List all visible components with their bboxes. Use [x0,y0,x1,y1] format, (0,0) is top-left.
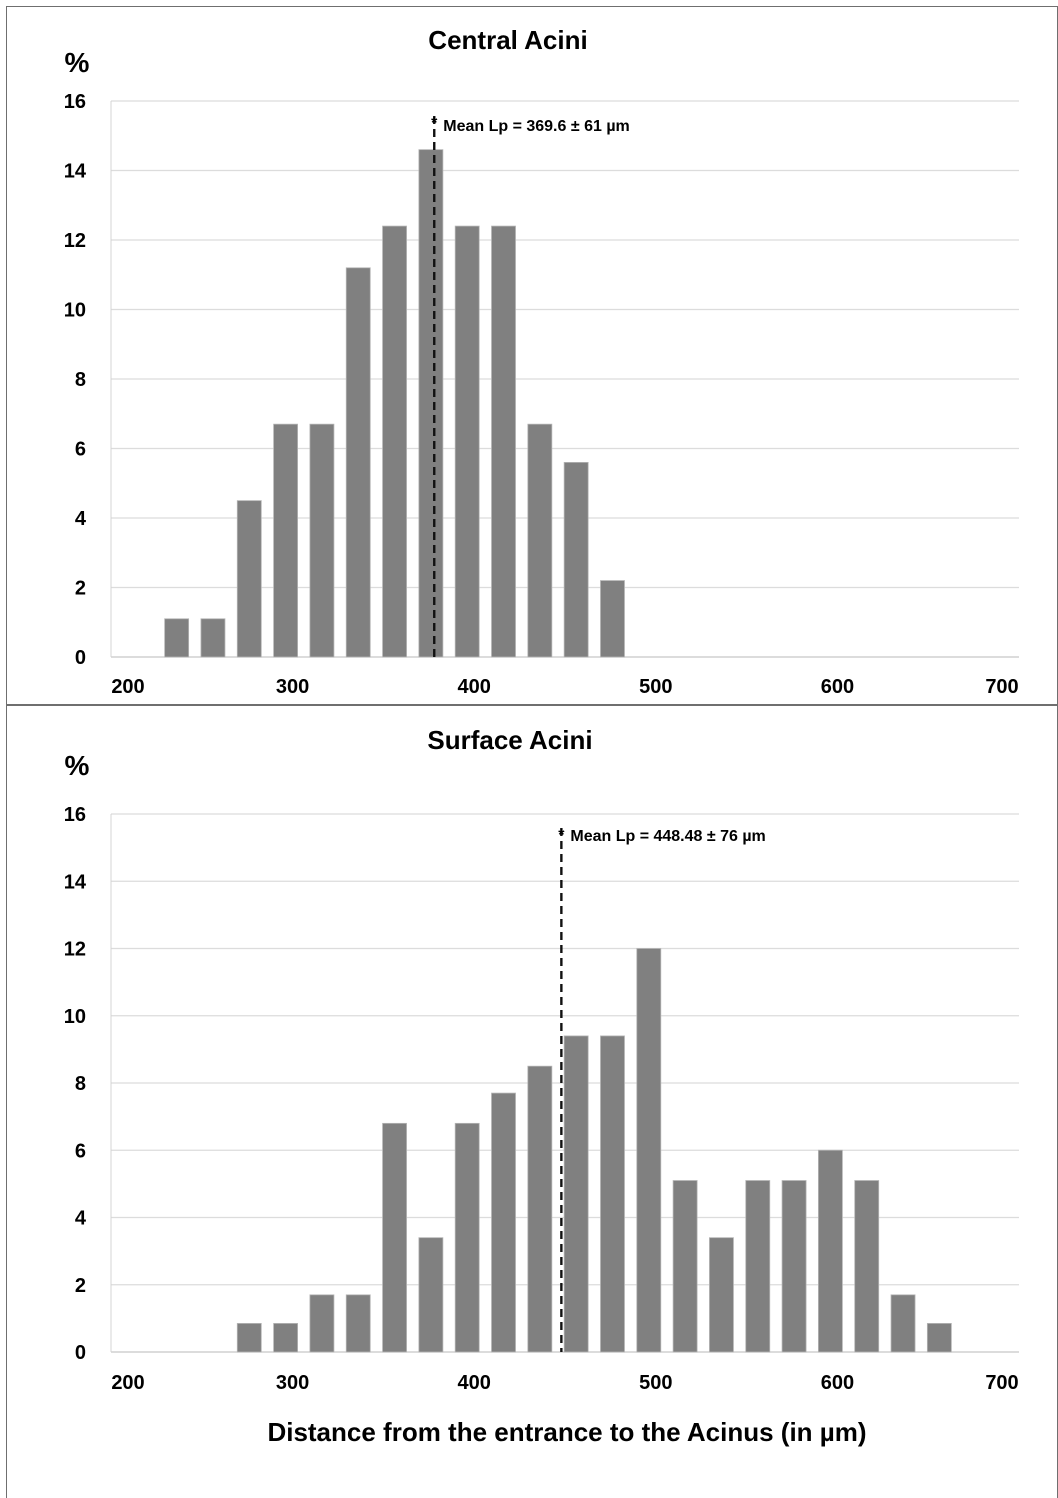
x-tick-label: 700 [985,676,1018,698]
bar-central [164,618,190,658]
bar-surface [745,1180,771,1353]
y-tick-label: 12 [64,230,86,252]
bar-surface [854,1180,880,1353]
bar-central [200,618,226,658]
bar-surface [527,1065,553,1353]
x-tick-label: 200 [111,1372,144,1394]
bar-central [236,500,262,658]
chart-title-central: Central Acini [428,25,587,55]
x-tick-label: 400 [458,676,491,698]
y-tick-label: 8 [75,1073,86,1095]
y-tick-label: 16 [64,804,86,826]
x-tick-label: 700 [985,1372,1018,1394]
chart-title-surface: Surface Acini [427,725,592,755]
bar-central [527,423,553,658]
bar-surface [636,948,662,1353]
mean-annotation-surface: Mean Lp = 448.48 ± 76 µm [570,828,765,845]
y-tick-label: 4 [75,508,87,530]
y-tick-label: 6 [75,1140,86,1162]
bar-central [345,267,371,658]
bar-surface [563,1035,589,1353]
mean-marker-central: * [431,115,438,132]
y-tick-label: 14 [64,161,87,183]
x-tick-label: 400 [458,1372,491,1394]
bar-surface [418,1237,444,1353]
bar-surface [600,1035,625,1353]
y-axis-label-central: % [65,47,90,78]
y-tick-label: 0 [75,647,86,669]
x-tick-label: 600 [821,1372,854,1394]
bar-surface [345,1294,371,1353]
y-tick-label: 2 [75,1275,86,1297]
bar-surface [309,1294,335,1353]
y-axis-label-surface: % [65,750,90,781]
bar-central [454,225,480,658]
bar-surface [672,1180,698,1353]
x-tick-label: 300 [276,676,309,698]
y-tick-label: 4 [75,1208,87,1230]
bar-central [600,580,625,658]
bar-surface [454,1122,480,1353]
bar-surface [382,1122,407,1353]
y-tick-label: 10 [64,300,86,322]
y-tick-label: 12 [64,939,86,961]
x-tick-label: 500 [639,676,672,698]
x-tick-label: 200 [111,676,144,698]
bar-central [273,423,299,658]
y-tick-label: 2 [75,578,86,600]
bar-central [309,423,335,658]
y-tick-label: 14 [64,871,87,893]
bar-surface [491,1092,516,1353]
bar-central [382,225,407,658]
x-axis-label-surface: Distance from the entrance to the Acinus… [267,1417,866,1447]
mean-annotation-central: Mean Lp = 369.6 ± 61 µm [443,118,630,135]
bar-surface [709,1237,734,1353]
y-tick-label: 0 [75,1342,86,1364]
x-tick-label: 600 [821,676,854,698]
bar-surface [926,1323,952,1353]
plot-area-surface: 0 2 4 6 8 10 12 14 16 200 300 400 500 600 700 * Mean Lp … [64,804,1019,1394]
bar-central [491,225,516,658]
bar-central [563,461,589,658]
x-tick-label: 300 [276,1372,309,1394]
bar-surface [236,1323,262,1353]
mean-marker-surface: * [558,827,565,844]
bar-surface [273,1323,299,1353]
y-tick-label: 10 [64,1006,86,1028]
bar-surface [818,1149,843,1353]
y-tick-label: 16 [64,91,86,113]
bar-central [418,149,444,658]
y-tick-label: 6 [75,439,86,461]
y-tick-label: 8 [75,369,86,391]
plot-area-central: 0 2 4 6 8 10 12 14 16 200 300 400 500 600 700 * Mean Lp … [64,91,1019,698]
x-tick-label: 500 [639,1372,672,1394]
bar-surface [890,1294,916,1353]
bar-surface [781,1180,807,1353]
